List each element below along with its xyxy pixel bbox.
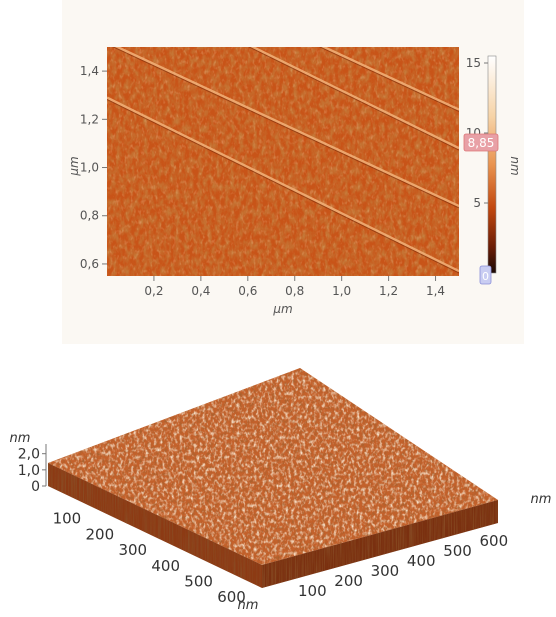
z-tick-label: 2,0 [18,447,40,463]
colorbar-lower-marker: 0 [479,265,492,285]
colorbar-upper-marker-label: 8,85 [468,136,495,150]
z-axis-ticks: 2,01,00 [18,447,46,495]
z-axis: 2,01,00 nm [10,431,47,495]
y-axis-label: µm [67,156,81,176]
terrace-step-line [250,47,459,150]
y-axis-ticks: 0,6 0,8 1,0 1,2 1,4 [80,64,107,271]
colorbar-label: nm [508,156,522,175]
left-axis-tick-label: 300 [118,541,147,559]
front-axis-tick-label: 200 [334,572,363,590]
z-axis-label: nm [10,431,31,446]
y-tick-label: 1,2 [80,112,99,126]
terrace-step-shadow [107,98,459,274]
x-axis-label: µm [272,302,292,316]
terrace-step-shadow [112,47,459,209]
x-tick-label: 0,6 [238,284,257,298]
afm-scan-image [107,47,459,276]
left-axis-tick-label: 600 [217,588,246,606]
terrace-step-shadow [248,47,459,151]
terrace-step-line [107,96,459,273]
z-tick-label: 1,0 [18,463,40,479]
y-tick-label: 1,4 [80,64,99,78]
front-axis-tick-label: 100 [298,582,327,600]
y-tick-label: 1,0 [80,161,99,175]
front-axis-tick-label: 400 [407,552,436,570]
terrace-step-line [321,47,459,111]
right-axis-label: nm [531,492,552,507]
front-axis-label: nm [238,598,259,613]
left-axis-tick-label: 500 [184,572,213,590]
colorbar-lower-marker-label: 0 [482,270,489,283]
x-tick-label: 0,2 [144,284,163,298]
left-axis-tick-label: 100 [53,510,82,528]
terrace-step-line [114,47,459,208]
afm-2d-chart: 0,2 0,4 0,6 0,8 1,0 1,2 1,4 0,6 0,8 1,0 1,2 1,4 µm… [67,47,522,316]
front-axis-tick-label: 300 [371,562,400,580]
x-tick-label: 1,0 [332,284,351,298]
x-axis-ticks: 0,2 0,4 0,6 0,8 1,0 1,2 1,4 [144,276,445,298]
front-axis-tick-label: 600 [480,532,509,550]
x-tick-label: 1,2 [379,284,398,298]
y-tick-label: 0,6 [80,257,99,271]
front-axis-tick-label: 500 [443,542,472,560]
colorbar-upper-marker: 8,85 [463,133,499,152]
left-axis-tick-label: 400 [151,557,180,575]
terrace-step-shadow [318,47,459,112]
x-tick-label: 0,4 [191,284,210,298]
x-tick-label: 0,8 [285,284,304,298]
colorbar-tick-label: 5 [473,196,481,210]
afm-3d-panel: 2,0 1,0 0 nm 100 200 300 400 500 600 100 200 300 4… [0,360,556,613]
left-axis-tick-label: 200 [86,525,115,543]
y-tick-label: 0,8 [80,209,99,223]
terrace-step-lines [107,47,459,274]
z-tick-label: 0 [31,479,40,495]
colorbar-tick-label: 15 [466,56,481,70]
surface-3d [48,368,498,588]
afm-2d-panel: 0,2 0,4 0,6 0,8 1,0 1,2 1,4 0,6 0,8 1,0 1,2 1,4 µm… [62,0,524,344]
x-tick-label: 1,4 [426,284,445,298]
front-axis-ticks: 100 200 300 400 500 600 [298,532,508,600]
